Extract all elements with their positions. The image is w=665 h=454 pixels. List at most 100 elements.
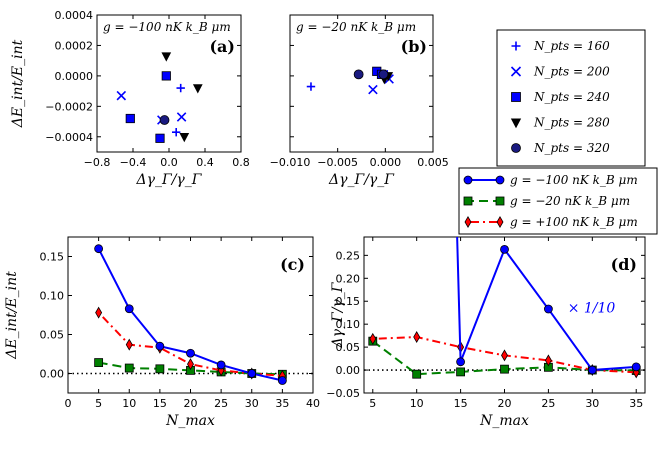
legend-marker: [510, 118, 522, 129]
data-point: [94, 244, 104, 254]
data-point-circle: [378, 69, 389, 80]
y-tick-label: 0.05: [336, 341, 361, 354]
x-tick-label: 30: [585, 397, 599, 410]
x-tick-label: 20: [184, 397, 198, 410]
data-point: [247, 369, 257, 378]
data-point: [186, 348, 195, 358]
x-tick-label: 5: [95, 397, 102, 410]
data-point-plus: [172, 128, 181, 137]
x-tick-label: −0.4: [120, 156, 147, 169]
x-tick-label: 30: [245, 397, 259, 410]
y-axis-label: Δγ_Γ/γ_Γ: [330, 281, 346, 348]
x-tick-label: 5: [369, 397, 376, 410]
data-point: [587, 365, 597, 375]
data-point: [456, 367, 465, 377]
x-tick-label: 35: [275, 397, 289, 410]
y-tick-label: 0.10: [336, 318, 361, 331]
panel-annotation: g = −20 nK k_B μm: [296, 20, 416, 34]
data-point-x: [116, 90, 127, 101]
y-tick-label: 0.00: [40, 368, 65, 381]
y-tick-label: −0.0004: [45, 131, 93, 144]
x-tick-label: 10: [410, 397, 424, 410]
data-point: [124, 363, 134, 373]
data-point-x: [176, 112, 187, 122]
y-tick-label: 0.15: [40, 251, 65, 264]
y-tick-label: 0.25: [336, 249, 361, 262]
data-point-plus: [176, 83, 185, 93]
legend-entry: g = −100 nK k_B μm: [510, 173, 638, 187]
legend-entry: N_pts = 200: [533, 65, 610, 79]
legend-marker: [511, 92, 521, 102]
data-point: [187, 358, 194, 371]
x-tick-label: 10: [122, 397, 136, 410]
panel-label: (d): [611, 255, 637, 274]
data-point-square: [125, 113, 135, 124]
y-tick-label: 0.0000: [55, 70, 94, 83]
data-point: [456, 357, 465, 367]
x-axis-label: Δγ_Γ/γ_Γ: [328, 172, 395, 188]
x-tick-label: −0.010: [270, 156, 311, 169]
legend-entry: g = +100 nK k_B μm: [510, 215, 638, 229]
data-point-triangle-down: [161, 52, 172, 62]
x-tick-label: 25: [214, 397, 228, 410]
x-tick-label: −0.8: [84, 156, 111, 169]
y-tick-label: 0.0004: [55, 9, 94, 22]
panel-a: −0.8 −0.4 0.0 0.4 0.8 −0.0004 −0.0002 0.0000 0.0…: [10, 9, 250, 188]
legend-marker: [496, 215, 504, 229]
data-point: [216, 360, 226, 370]
panel-annotation: g = −100 nK k_B μm: [103, 20, 231, 34]
data-point-circle: [353, 69, 364, 80]
y-tick-label: 0.0002: [55, 39, 94, 52]
y-tick-label: 0.15: [336, 295, 361, 308]
y-tick-label: −0.05: [326, 387, 360, 400]
y-tick-label: −0.0002: [45, 100, 93, 113]
panel-d: 5 10 15 20 25 30 35 −0.05 0.00 0.05 0.10 0.15 0.20 0.…: [326, 236, 646, 429]
data-point-triangle-down: [179, 133, 190, 143]
legend-entry: N_pts = 280: [533, 116, 610, 130]
legend-entry: N_pts = 160: [533, 39, 610, 53]
x-tick-label: 15: [153, 397, 167, 410]
x-tick-label: 15: [454, 397, 468, 410]
data-point: [544, 304, 553, 314]
x-tick-label: −0.005: [317, 156, 358, 169]
legend-marker: [463, 175, 473, 185]
x-tick-label: 0.4: [196, 156, 214, 169]
legend-g: g = −100 nK k_B μm g = −20 nK k_B μm g = +…: [458, 167, 658, 235]
legend-marker: [464, 215, 472, 229]
y-tick-label: 0.20: [336, 272, 361, 285]
data-point: [501, 349, 508, 362]
x-tick-label: 0.8: [232, 156, 250, 169]
data-point: [277, 376, 287, 385]
x-axis-label: N_max: [165, 413, 215, 429]
scale-note: × 1/10: [568, 301, 616, 317]
data-point: [631, 362, 641, 372]
data-point: [369, 332, 377, 345]
legend-marker: [511, 41, 521, 51]
data-point: [94, 358, 104, 367]
plot-frame: [96, 14, 242, 153]
data-point: [413, 331, 421, 344]
panel-label: (a): [209, 37, 235, 56]
y-tick-label: 0.10: [40, 290, 65, 303]
panel-c: 0 5 10 15 20 25 30 35 40 0.00 0.05 0.10 0.15 (c) N_max…: [4, 236, 320, 429]
plot-frame: [289, 14, 434, 153]
legend-entry: N_pts = 320: [533, 141, 610, 155]
data-point: [500, 244, 509, 254]
data-point: [125, 338, 133, 351]
y-tick-label: 0.05: [40, 329, 65, 342]
data-point: [500, 364, 509, 374]
legend-marker: [463, 196, 473, 206]
data-point: [95, 306, 103, 319]
x-axis-label: N_max: [479, 413, 529, 429]
series-line: [456, 237, 637, 372]
plot-frame: [363, 236, 646, 394]
legend-entry: g = −20 nK k_B μm: [510, 194, 630, 208]
legend-marker: [495, 175, 505, 185]
x-tick-label: 20: [498, 397, 512, 410]
plot-area: [94, 244, 287, 385]
data-point: [412, 369, 422, 379]
y-axis-label: ΔE_int/E_int: [4, 271, 20, 360]
x-tick-label: 40: [306, 397, 320, 410]
legend-frame: [496, 29, 646, 167]
